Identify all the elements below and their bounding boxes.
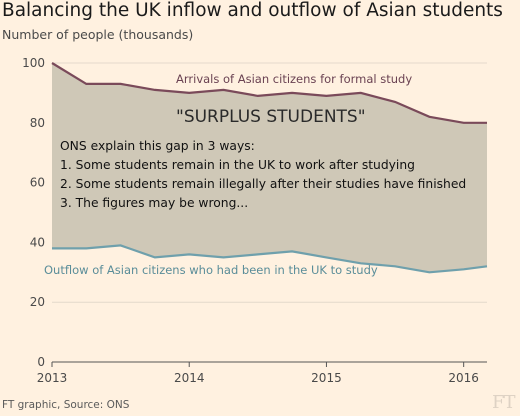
- chart-subtitle: Number of people (thousands): [2, 27, 194, 42]
- y-tick-label: 100: [22, 56, 45, 70]
- x-tick-label: 2016: [448, 371, 479, 385]
- x-tick-label: 2015: [311, 371, 342, 385]
- ons-explanation-line: ONS explain this gap in 3 ways:: [60, 139, 255, 153]
- x-tick-label: 2013: [37, 371, 68, 385]
- y-tick-label: 0: [37, 355, 45, 369]
- y-tick-label: 60: [30, 176, 45, 190]
- y-tick-label: 40: [30, 235, 45, 249]
- y-tick-label: 80: [30, 116, 45, 130]
- ons-explanation-line: 2. Some students remain illegally after …: [60, 177, 466, 191]
- source-note: FT graphic, Source: ONS: [2, 399, 130, 411]
- chart-title: Balancing the UK inflow and outflow of A…: [2, 0, 503, 21]
- x-tick-label: 2014: [174, 371, 205, 385]
- y-tick-label: 20: [30, 295, 45, 309]
- arrivals-annotation: Arrivals of Asian citizens for formal st…: [176, 72, 412, 86]
- surplus-gap-area: [52, 63, 487, 273]
- ons-explanation-line: 3. The figures may be wrong...: [60, 196, 248, 210]
- ons-explanation-line: 1. Some students remain in the UK to wor…: [60, 158, 415, 172]
- surplus-students-label: "SURPLUS STUDENTS": [176, 107, 366, 127]
- arrivals-line: [51, 62, 487, 124]
- ft-logo: FT: [492, 392, 515, 413]
- outflow-line: [52, 244, 488, 274]
- outflow-annotation: Outflow of Asian citizens who had been i…: [44, 263, 378, 277]
